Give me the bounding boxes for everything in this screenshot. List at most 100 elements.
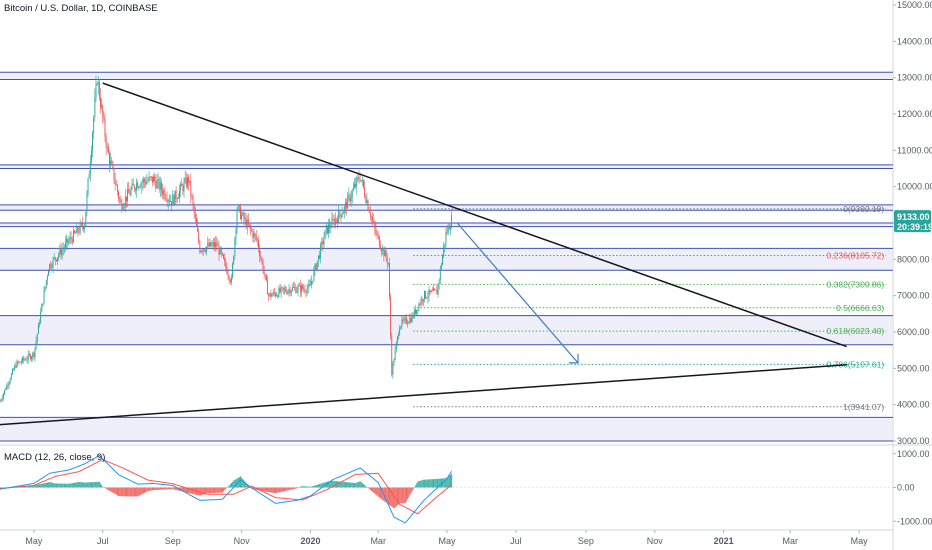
macd-hist-bar — [448, 475, 450, 488]
macd-hist-bar — [215, 487, 217, 493]
macd-hist-bar — [171, 487, 173, 490]
candle-body — [426, 297, 428, 299]
candle-body — [188, 177, 189, 183]
macd-hist-bar — [444, 478, 446, 488]
fib-label-4: 0.618(6023.40) — [827, 326, 885, 336]
macd-hist-bar — [431, 479, 433, 488]
candle-body — [170, 201, 171, 202]
macd-hist-bar — [390, 487, 392, 506]
candle-body — [261, 258, 263, 262]
candle-body — [164, 190, 166, 199]
macd-hist-bar — [85, 482, 87, 488]
candle-body — [216, 242, 218, 246]
macd-hist-bar — [358, 481, 360, 488]
macd-hist-bar — [158, 487, 160, 490]
macd-hist-bar — [225, 487, 227, 489]
chart-background — [0, 0, 893, 550]
candle-body — [171, 201, 173, 206]
macd-hist-bar — [145, 487, 147, 493]
candle-body — [63, 247, 65, 249]
macd-hist-bar — [352, 482, 354, 488]
macd-hist-bar — [238, 477, 240, 488]
candle-body — [300, 285, 302, 293]
macd-hist-bar — [302, 486, 304, 488]
candle-body — [244, 218, 246, 220]
macd-hist-bar — [348, 482, 350, 488]
macd-hist-bar — [0, 487, 2, 489]
candle-body — [293, 286, 294, 288]
candle-body — [405, 317, 407, 324]
macd-hist-bar — [407, 487, 409, 500]
candle-body — [179, 190, 180, 198]
macd-hist-bar — [33, 485, 35, 488]
candle-body — [124, 196, 126, 206]
candle-body — [141, 182, 143, 184]
macd-hist-bar — [298, 487, 300, 488]
candle-body — [110, 160, 112, 165]
candle-body — [415, 309, 416, 314]
macd-hist-bar — [418, 481, 420, 488]
candle-body — [434, 288, 436, 290]
macd-hist-bar — [342, 481, 344, 488]
macd-hist-bar — [149, 487, 151, 491]
macd-hist-bar — [157, 487, 159, 490]
candle-body — [137, 182, 139, 189]
macd-hist-bar — [129, 487, 131, 497]
candle-body — [106, 146, 108, 148]
candle-body — [433, 288, 434, 291]
candle-body — [400, 326, 402, 329]
macd-hist-bar — [282, 487, 284, 492]
macd-hist-bar — [343, 481, 345, 488]
candle-body — [387, 263, 389, 264]
macd-hist-bar — [412, 487, 414, 490]
candle-body — [197, 225, 199, 232]
candle-body — [198, 231, 200, 242]
candle-body — [265, 275, 267, 281]
trendline-1 — [0, 363, 847, 426]
candle-body — [363, 179, 364, 188]
candle-body — [162, 190, 164, 195]
macd-tick-label-2: -1000.00 — [897, 516, 932, 526]
macd-hist-bar — [234, 479, 236, 488]
macd-hist-bar — [367, 487, 369, 488]
candle-body — [93, 117, 95, 133]
candle-body — [264, 274, 266, 276]
candle-body — [135, 189, 136, 191]
candle-body — [447, 225, 449, 233]
projection-arrow — [456, 222, 579, 364]
candle-body — [8, 382, 10, 386]
macd-hist-bar — [168, 487, 170, 490]
macd-hist-bar — [76, 482, 78, 488]
candle-body — [111, 160, 113, 164]
candle-body — [334, 218, 336, 225]
candle-body — [100, 97, 101, 108]
candle-body — [419, 304, 421, 306]
macd-hist-bar — [86, 482, 88, 488]
candle-body — [235, 228, 237, 239]
macd-hist-bar — [269, 487, 271, 493]
candle-body — [131, 183, 133, 190]
candle-body — [130, 189, 132, 195]
candle-body — [286, 291, 288, 294]
candle-body — [95, 83, 97, 99]
macd-hist-bar — [113, 487, 115, 494]
candle-body — [176, 198, 178, 200]
macd-hist-bar — [66, 483, 68, 488]
candle-body — [32, 352, 34, 358]
candle-body — [16, 361, 18, 368]
candle-body — [359, 179, 361, 181]
candle-body — [324, 230, 326, 239]
candle-body — [408, 322, 410, 324]
macd-hist-bar — [114, 487, 116, 495]
macd-hist-bar — [189, 487, 191, 494]
macd-hist-bar — [409, 487, 411, 496]
candle-body — [193, 204, 195, 214]
candle-body — [271, 294, 273, 297]
candle-body — [59, 248, 61, 255]
macd-hist-bar — [223, 487, 225, 492]
candle-body — [308, 284, 310, 286]
candle-body — [431, 290, 433, 292]
macd-hist-bar — [347, 482, 349, 488]
candle-body — [424, 291, 425, 300]
candle-body — [116, 185, 118, 192]
